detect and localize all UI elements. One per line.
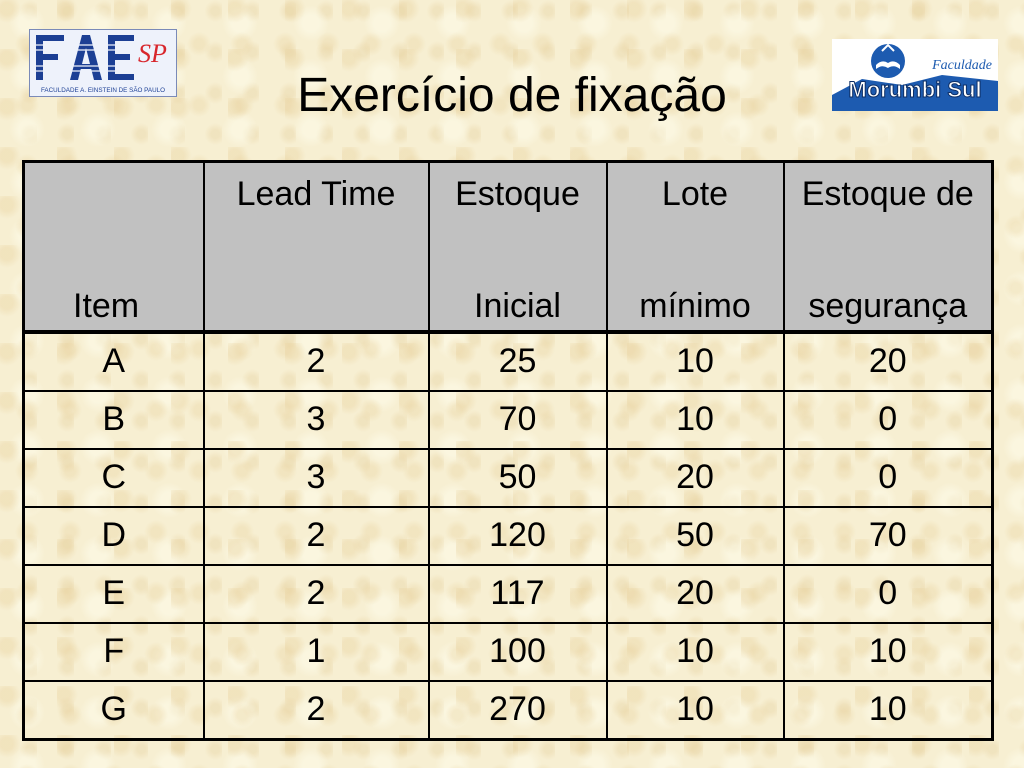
table-cell: 2 (202, 679, 430, 740)
header-estoque-seguranca-top: Estoque de (801, 175, 974, 213)
fae-logo-graphic: SP FACULDADE A. EINSTEIN DE SÃO PAULO (30, 30, 176, 96)
table-row: F 1 100 10 10 (22, 621, 994, 682)
table-cell: B (22, 389, 205, 450)
header-lead-time: Lead Time (202, 160, 430, 334)
header-lote-minimo: Lote mínimo (605, 160, 785, 334)
table-cell: 10 (782, 621, 994, 682)
table-cell: F (22, 621, 205, 682)
table-cell: 3 (202, 447, 430, 508)
header-item: Item (22, 160, 205, 334)
table-cell: 10 (605, 621, 785, 682)
table-row: C 3 50 20 0 (22, 447, 994, 508)
table-cell: 2 (202, 563, 430, 624)
book-emblem-icon (871, 44, 905, 78)
table-cell: G (22, 679, 205, 740)
table-cell: 20 (605, 563, 785, 624)
table-cell: 117 (427, 563, 608, 624)
header-estoque-seguranca: Estoque de segurança (782, 160, 994, 334)
table-cell: 20 (605, 447, 785, 508)
table-cell: 70 (427, 389, 608, 450)
table-cell: 100 (427, 621, 608, 682)
table-cell: 1 (202, 621, 430, 682)
morumbi-sul-logo: Faculdade Morumbi Sul (832, 39, 998, 111)
table-row: A 2 25 10 20 (22, 330, 994, 392)
table-cell: 25 (427, 330, 608, 392)
table-cell: 2 (202, 505, 430, 566)
table-cell: 10 (605, 330, 785, 392)
table-cell: 0 (782, 389, 994, 450)
table-row: B 3 70 10 0 (22, 389, 994, 450)
table-cell: D (22, 505, 205, 566)
fae-logo-sp: SP (138, 39, 167, 68)
table-cell: A (22, 330, 205, 392)
table-cell: 10 (605, 389, 785, 450)
table-cell: 120 (427, 505, 608, 566)
header-lead-time-top: Lead Time (236, 175, 396, 213)
header-estoque-inicial: Estoque Inicial (427, 160, 608, 334)
table-cell: 0 (782, 563, 994, 624)
table-header-row: Item Lead Time Estoque Inicial Lote míni… (22, 160, 994, 334)
table-cell: 0 (782, 447, 994, 508)
morumbi-sul-logo-graphic: Faculdade Morumbi Sul (832, 39, 998, 111)
table-row: D 2 120 50 70 (22, 505, 994, 566)
header-estoque-inicial-bottom: Inicial (474, 286, 561, 325)
table-row: E 2 117 20 0 (22, 563, 994, 624)
header-lote-minimo-bottom: mínimo (639, 286, 751, 325)
table-row: G 2 270 10 10 (22, 679, 994, 740)
table-cell: E (22, 563, 205, 624)
table-cell: 10 (782, 679, 994, 740)
table-cell: 10 (605, 679, 785, 740)
data-table: Item Lead Time Estoque Inicial Lote míni… (22, 160, 994, 741)
header-item-bottom: Item (73, 286, 140, 325)
table-cell: 50 (605, 505, 785, 566)
table-cell: 70 (782, 505, 994, 566)
header-estoque-inicial-top: Estoque (455, 175, 580, 213)
table-cell: C (22, 447, 205, 508)
table-cell: 3 (202, 389, 430, 450)
fae-logo-caption: FACULDADE A. EINSTEIN DE SÃO PAULO (41, 85, 165, 94)
morumbi-logo-script: Faculdade (931, 58, 992, 73)
slide-title: Exercício de fixação (297, 69, 727, 122)
table-cell: 2 (202, 330, 430, 392)
fae-logo: SP FACULDADE A. EINSTEIN DE SÃO PAULO (29, 29, 177, 97)
morumbi-logo-name: Morumbi Sul (848, 77, 981, 102)
header-lote-minimo-top: Lote (661, 175, 729, 213)
table-cell: 270 (427, 679, 608, 740)
header-estoque-seguranca-bottom: segurança (808, 286, 968, 325)
table-cell: 50 (427, 447, 608, 508)
table-cell: 20 (782, 330, 994, 392)
